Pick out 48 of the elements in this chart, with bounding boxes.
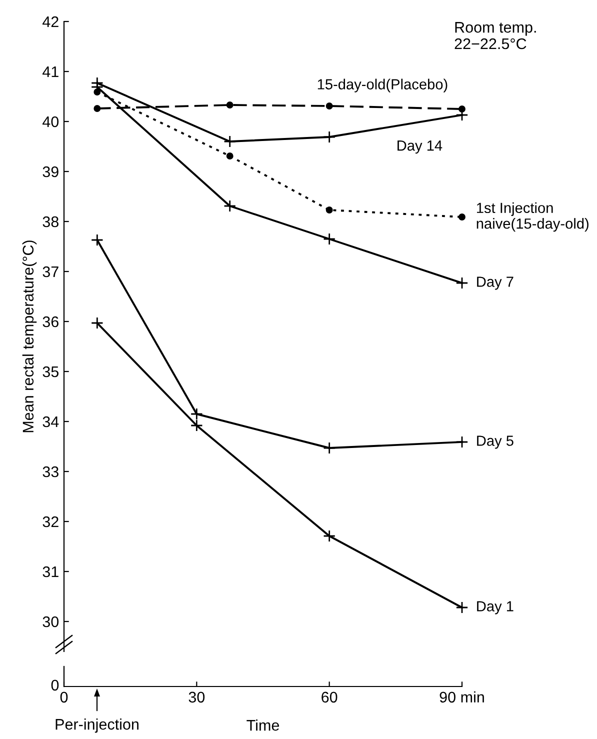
point — [190, 419, 203, 432]
series-label: Day 14 — [398, 140, 442, 154]
point — [458, 106, 466, 112]
x-tick-label: 30 — [188, 692, 205, 703]
point — [323, 442, 336, 454]
y-tick-label: 31 — [42, 566, 58, 578]
point — [458, 214, 466, 220]
text: Per-injection — [56, 718, 138, 733]
point — [456, 436, 468, 448]
x-tick-label: 60 — [322, 692, 338, 703]
y-tick-label: 41 — [42, 66, 58, 78]
series-label: Day 5 — [477, 436, 514, 449]
point — [226, 102, 234, 108]
text: 0 — [51, 680, 59, 691]
x-tick-label: 90 min — [440, 691, 484, 703]
y-tick-label: 37 — [42, 266, 58, 278]
y-tick-label: 42 — [42, 16, 58, 28]
point — [226, 152, 234, 160]
x-tick-label: 0 — [60, 692, 68, 703]
point — [323, 530, 336, 542]
point — [90, 234, 104, 246]
x-axis-title: Time — [246, 719, 280, 731]
point — [456, 601, 468, 614]
point — [326, 102, 333, 110]
point — [326, 206, 333, 214]
y-tick-label: 39 — [42, 166, 58, 178]
annotation: Room temp. 22−22.5°C — [454, 22, 536, 50]
point — [224, 135, 236, 148]
series-label: Day 7 — [477, 276, 514, 290]
series-label: 15-day-old(Placebo) — [318, 78, 448, 92]
y-tick-label: 30 — [42, 616, 59, 628]
y-tick-label: 38 — [42, 216, 58, 228]
point — [456, 276, 468, 290]
point — [224, 200, 236, 212]
y-tick-label: 32 — [42, 516, 58, 528]
point — [90, 316, 104, 330]
point — [323, 130, 336, 144]
y-tick-label: 35 — [42, 366, 58, 378]
y-tick-label: 36 — [42, 316, 58, 328]
point — [323, 232, 336, 246]
y-axis-title: Mean rectal temperature(°C) — [22, 240, 37, 432]
point — [190, 408, 203, 420]
y-tick-label: 34 — [42, 416, 59, 428]
y-tick-label: 33 — [42, 466, 58, 478]
y-tick-label: 40 — [42, 116, 59, 128]
series-label: 1st Injection naive(15-day-old) — [476, 202, 588, 232]
point — [94, 105, 101, 112]
series-label: Day 1 — [477, 601, 514, 614]
